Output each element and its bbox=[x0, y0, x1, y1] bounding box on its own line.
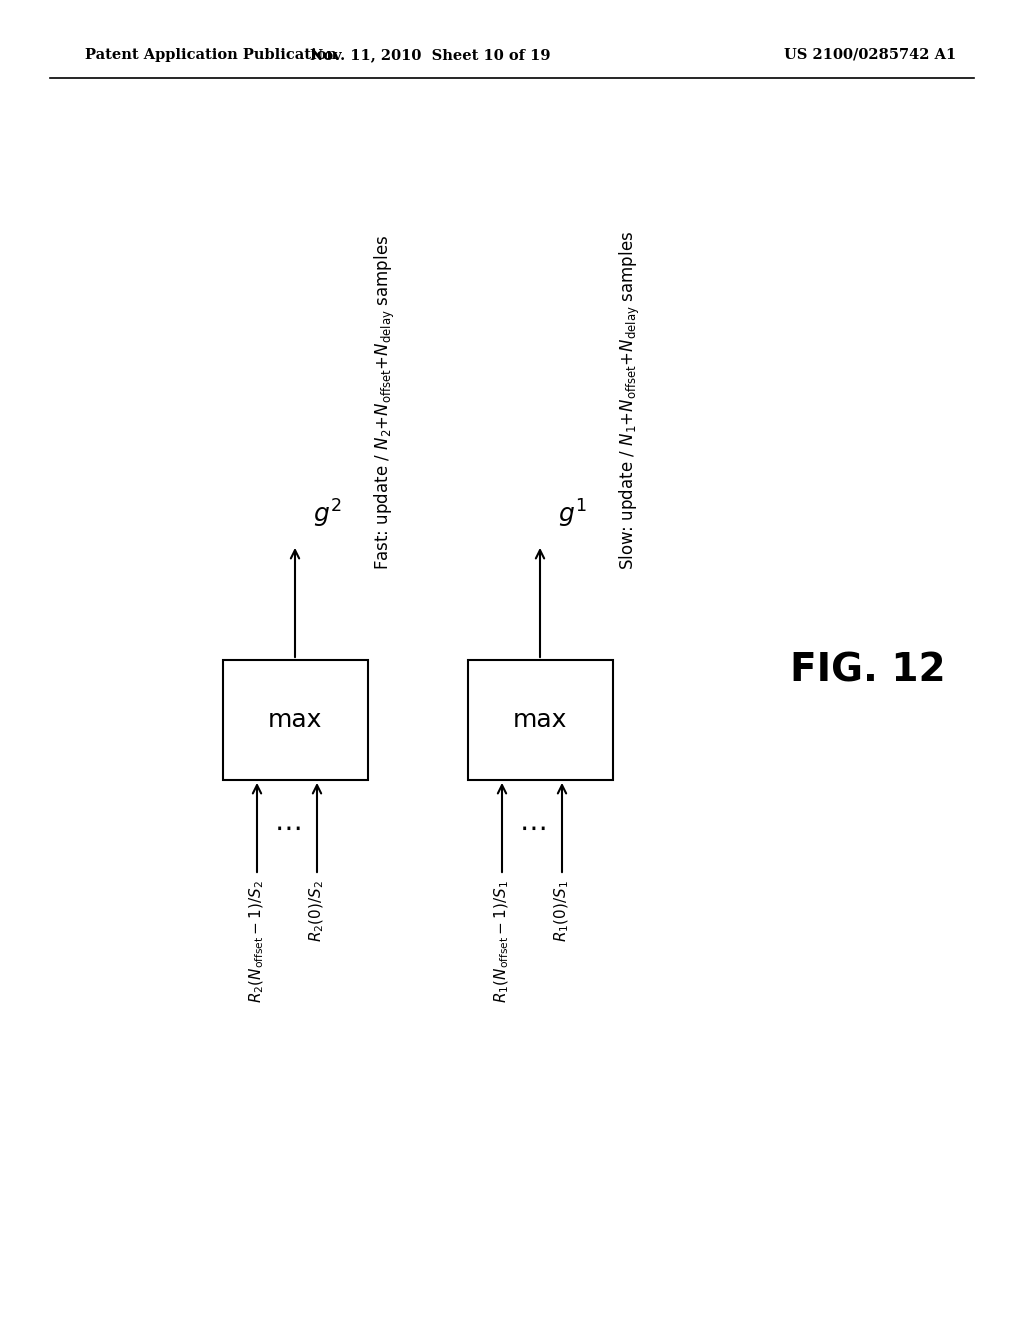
Text: US 2100/0285742 A1: US 2100/0285742 A1 bbox=[784, 48, 956, 62]
Text: max: max bbox=[268, 708, 323, 733]
Text: $g^1$: $g^1$ bbox=[558, 498, 587, 531]
Bar bbox=[222, 660, 368, 780]
Text: Slow: update / $N_1$+$N_{\mathrm{offset}}$+$N_{\mathrm{delay}}$ samples: Slow: update / $N_1$+$N_{\mathrm{offset}… bbox=[617, 231, 642, 570]
Text: Patent Application Publication: Patent Application Publication bbox=[85, 48, 337, 62]
Bar bbox=[468, 660, 612, 780]
Text: $R_1(0)/S_1$: $R_1(0)/S_1$ bbox=[553, 880, 571, 942]
Text: $R_2(N_{\mathrm{offset}}-1)/S_2$: $R_2(N_{\mathrm{offset}}-1)/S_2$ bbox=[248, 880, 266, 1003]
Text: $R_1(N_{\mathrm{offset}}-1)/S_1$: $R_1(N_{\mathrm{offset}}-1)/S_1$ bbox=[493, 880, 511, 1003]
Text: $\cdots$: $\cdots$ bbox=[273, 814, 300, 842]
Text: max: max bbox=[513, 708, 567, 733]
Text: Fast: update / $N_2$+$N_{\mathrm{offset}}$+$N_{\mathrm{delay}}$ samples: Fast: update / $N_2$+$N_{\mathrm{offset}… bbox=[373, 235, 397, 570]
Text: $R_2(0)/S_2$: $R_2(0)/S_2$ bbox=[308, 880, 327, 942]
Text: Nov. 11, 2010  Sheet 10 of 19: Nov. 11, 2010 Sheet 10 of 19 bbox=[309, 48, 550, 62]
Text: $\cdots$: $\cdots$ bbox=[519, 814, 546, 842]
Text: $g^2$: $g^2$ bbox=[313, 498, 341, 531]
Text: FIG. 12: FIG. 12 bbox=[790, 651, 945, 689]
